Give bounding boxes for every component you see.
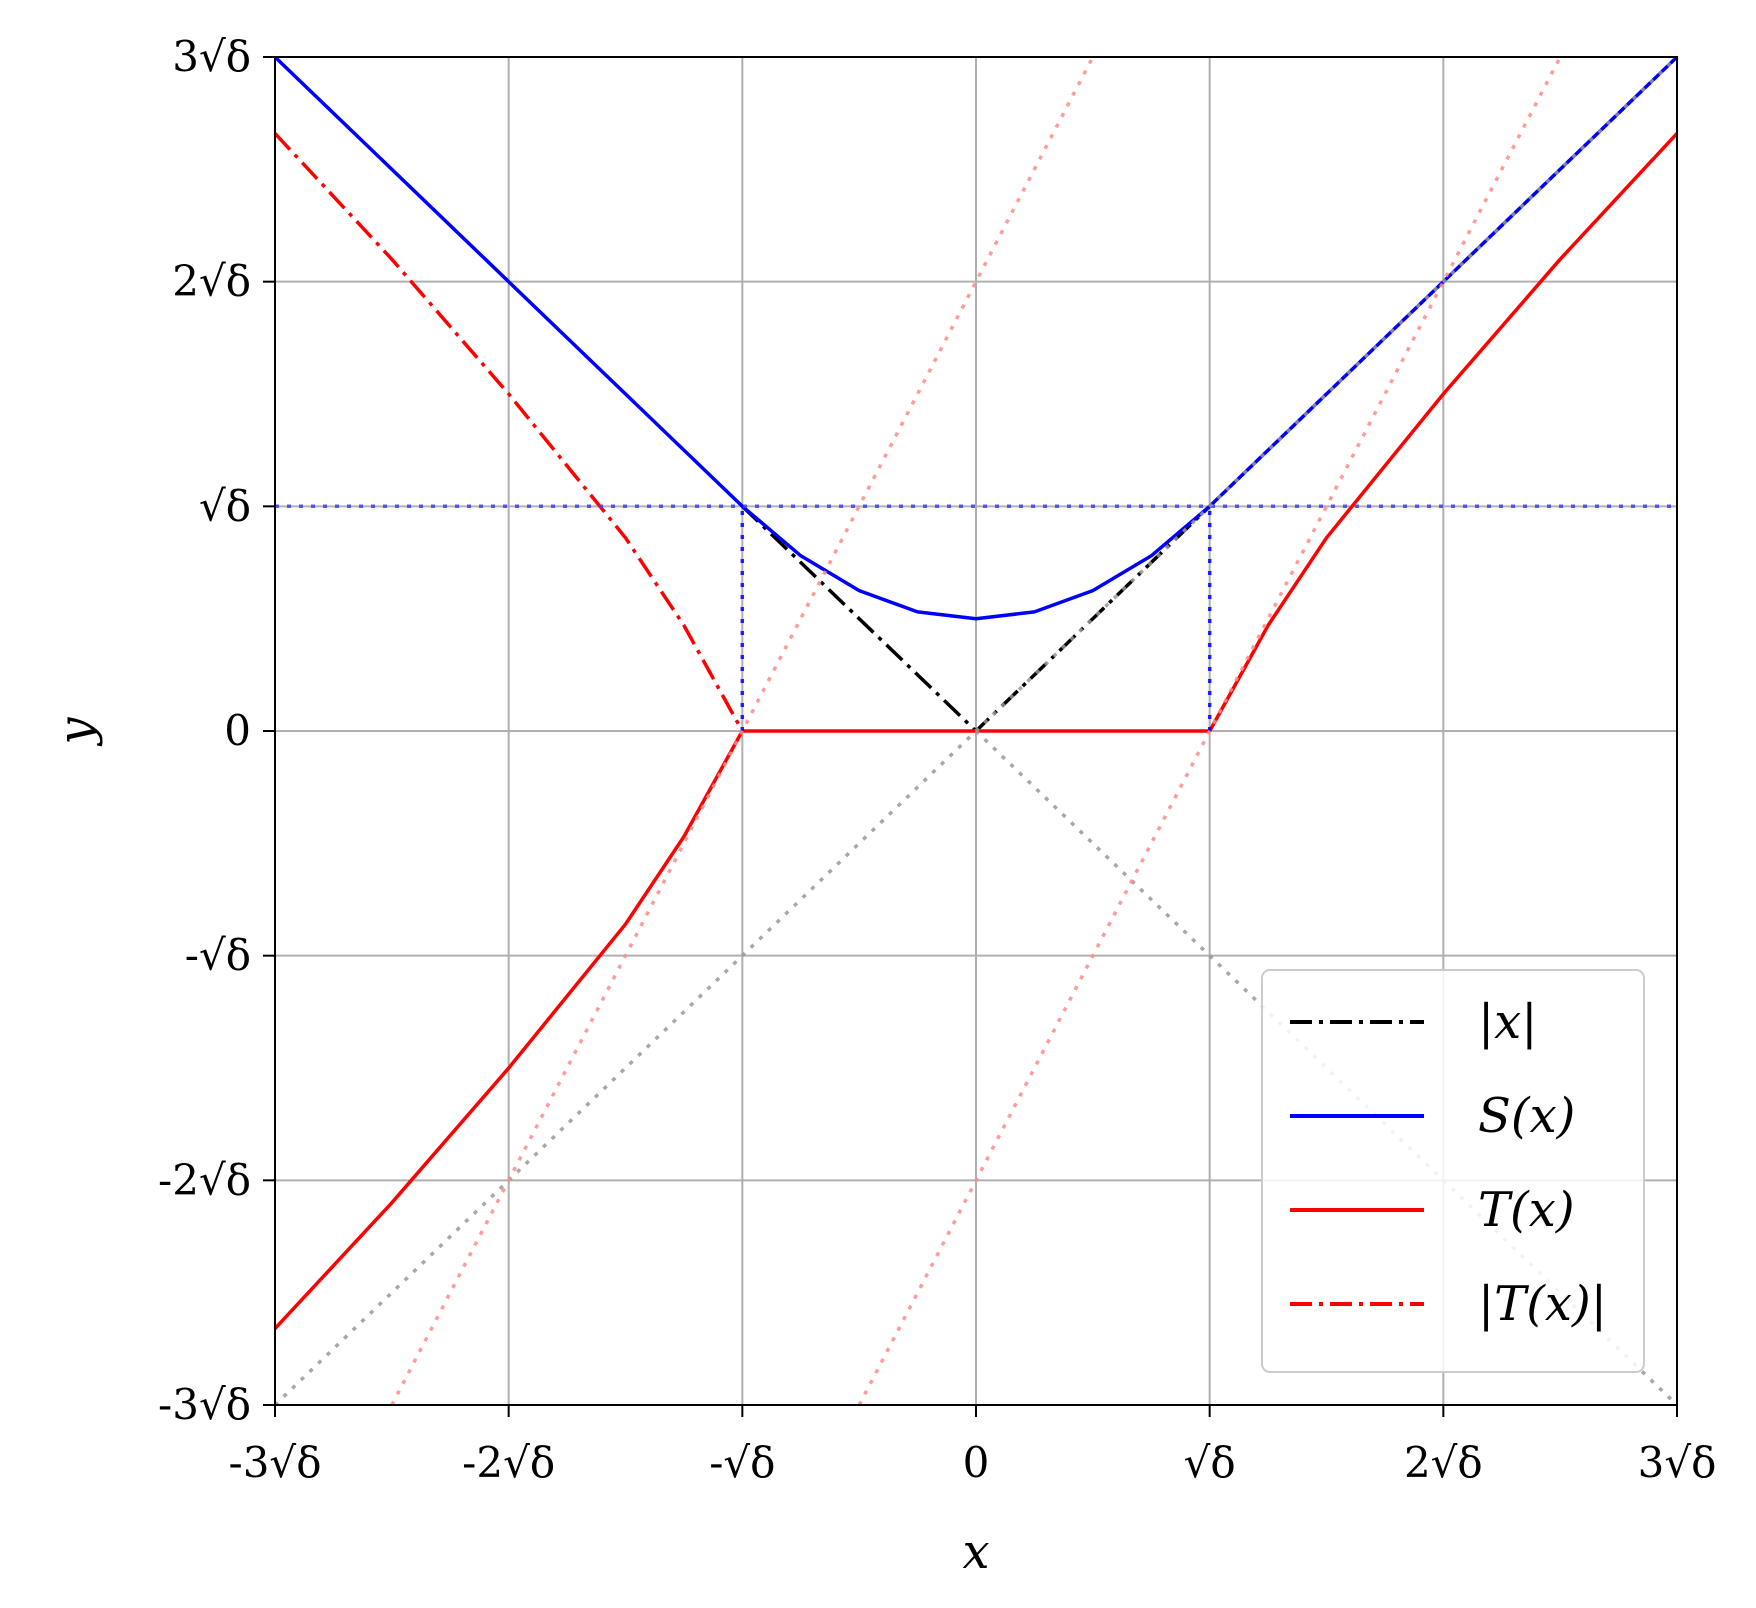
legend: |x| S(x) T(x) |T(x)| [1261,969,1645,1373]
reference-line-10 [857,56,1562,1406]
y-axis-label: y [48,717,104,747]
x-tick-label-4: √δ [1184,1438,1236,1487]
x-axis-label: x [962,1524,989,1580]
tick-marks [263,56,1678,1417]
y-tick-label-3: 0 [224,706,251,755]
x-tick-label-2: -√δ [709,1438,775,1487]
legend-label-2: T(x) [1478,1182,1575,1238]
legend-label-0: |x| [1478,994,1537,1050]
x-tick-labels: -3√δ -2√δ -√δ 0 √δ 2√δ 3√δ [229,1438,1717,1487]
reference-line-9 [390,56,1095,1406]
y-tick-label-5: 2√δ [172,257,251,306]
y-tick-label-0: -3√δ [158,1380,251,1429]
y-tick-labels: -3√δ -2√δ -√δ 0 √δ 2√δ 3√δ [158,32,251,1429]
x-tick-label-6: 3√δ [1638,1438,1717,1487]
y-tick-label-1: -2√δ [158,1155,251,1204]
series-group [273,55,1679,1407]
x-tick-label-3: 0 [963,1438,990,1487]
x-tick-label-1: -2√δ [462,1438,555,1487]
x-tick-label-0: -3√δ [229,1438,322,1487]
legend-box [1261,969,1645,1373]
x-tick-label-5: 2√δ [1404,1438,1483,1487]
y-tick-label-4: √δ [199,481,251,530]
series-tx-3 [273,132,744,732]
y-tick-label-2: -√δ [185,931,251,980]
legend-label-1: S(x) [1478,1088,1575,1144]
legend-label-3: |T(x)| [1478,1276,1607,1332]
y-tick-label-6: 3√δ [172,32,251,81]
